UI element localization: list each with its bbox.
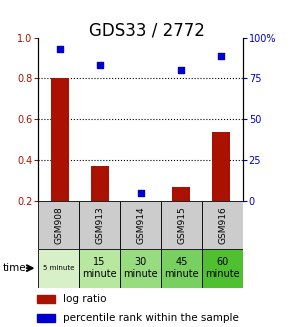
Bar <box>79 201 120 249</box>
Bar <box>38 201 79 249</box>
Text: time: time <box>3 263 27 273</box>
Bar <box>202 201 243 249</box>
Bar <box>37 314 55 322</box>
Point <box>178 68 183 73</box>
Bar <box>37 295 55 303</box>
Text: GSM908: GSM908 <box>54 206 63 244</box>
Point <box>219 53 224 58</box>
Point <box>98 63 103 68</box>
Text: percentile rank within the sample: percentile rank within the sample <box>63 313 239 323</box>
Bar <box>91 166 110 201</box>
Text: 60
minute: 60 minute <box>205 257 240 279</box>
Text: 15
minute: 15 minute <box>82 257 117 279</box>
Bar <box>120 201 161 249</box>
Bar <box>132 201 150 232</box>
Point <box>58 46 62 52</box>
Text: 5 minute: 5 minute <box>43 265 74 271</box>
Bar <box>172 187 190 201</box>
Text: 30
minute: 30 minute <box>123 257 158 279</box>
Text: GSM916: GSM916 <box>218 206 227 244</box>
Text: 45
minute: 45 minute <box>164 257 199 279</box>
Point <box>138 190 143 196</box>
Text: log ratio: log ratio <box>63 294 106 304</box>
Bar <box>79 249 120 288</box>
Text: GSM913: GSM913 <box>95 206 104 244</box>
Text: GDS33 / 2772: GDS33 / 2772 <box>88 21 205 39</box>
Bar <box>51 78 69 201</box>
Bar <box>161 249 202 288</box>
Bar <box>38 249 79 288</box>
Bar <box>212 131 230 201</box>
Bar <box>202 249 243 288</box>
Bar <box>161 201 202 249</box>
Text: GSM915: GSM915 <box>177 206 186 244</box>
Text: GSM914: GSM914 <box>136 206 145 244</box>
Bar <box>120 249 161 288</box>
